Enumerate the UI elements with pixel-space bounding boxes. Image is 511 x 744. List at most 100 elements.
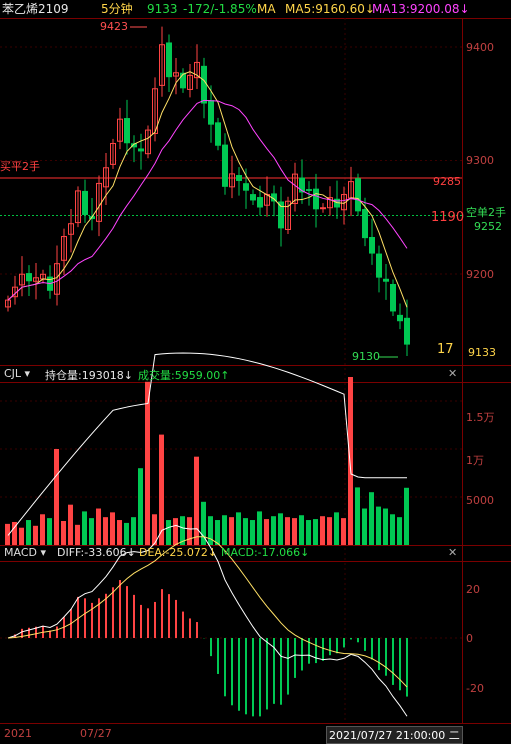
volume-bar (362, 508, 367, 545)
ma5-line (7, 71, 408, 308)
volume-bar (138, 468, 143, 545)
candle-body (229, 173, 235, 188)
volume-bar (19, 527, 24, 545)
volume-value: 成交量:5959.00↑ (138, 369, 230, 382)
period-selector[interactable]: 5分钟 (101, 2, 133, 16)
diff-line (7, 524, 408, 717)
candle-body (390, 283, 396, 312)
candle-body (61, 236, 67, 261)
volume-bar (145, 381, 150, 545)
volume-bar (12, 521, 17, 545)
volume-bar (110, 512, 115, 545)
count-label: 17 (437, 342, 454, 357)
candle-body (173, 72, 179, 77)
footer-date: 07/27 (80, 727, 112, 740)
close-icon[interactable]: ✕ (448, 367, 458, 380)
buy-close-order-label[interactable]: 买平2手 (0, 160, 40, 173)
volume-bar (257, 511, 262, 545)
volume-bar (222, 515, 227, 545)
macd-indicator-selector[interactable]: MACD ▾ (4, 546, 46, 559)
volume-bar (159, 434, 164, 545)
macd-axis-label: 20 (466, 583, 480, 596)
candle-body (278, 201, 284, 229)
last-price: 9133 (147, 2, 178, 16)
volume-bar (180, 516, 185, 545)
volume-indicator-selector[interactable]: CJL ▾ (4, 367, 30, 380)
candle-body (208, 100, 214, 125)
volume-axis-label: 1.5万 (466, 411, 495, 424)
volume-bar (271, 516, 276, 545)
candle-body (250, 194, 256, 201)
macd-indicator-name: MACD (4, 546, 37, 559)
candle-body (187, 74, 193, 90)
volume-bar (236, 512, 241, 545)
candle-body (313, 188, 319, 210)
volume-bar (47, 518, 52, 545)
volume-bar (40, 514, 45, 545)
volume-bar (82, 511, 87, 545)
order-line-red-value: 1190 (431, 210, 465, 225)
sell-open-order-label[interactable]: 空单2手 (466, 206, 506, 219)
candle-body (285, 200, 291, 231)
volume-bar (355, 487, 360, 545)
volume-bar (278, 513, 283, 545)
candle-body (271, 193, 277, 202)
volume-indicator-name: CJL (4, 367, 22, 380)
candle-body (320, 207, 326, 210)
candle-body (397, 314, 403, 322)
volume-bar (208, 516, 213, 545)
candle-body (215, 122, 221, 146)
candle-body (257, 197, 263, 208)
volume-bar (187, 517, 192, 545)
volume-bar (68, 504, 73, 545)
symbol-name[interactable]: 苯乙烯2109 (2, 2, 69, 16)
price-axis-label: 9400 (466, 41, 494, 54)
cursor-datetime: 2021/07/27 21:00:00 二 (326, 726, 463, 744)
volume-bar (173, 518, 178, 545)
candle-body (201, 65, 207, 104)
current-price-label: 9133 (468, 346, 496, 359)
volume-bar (285, 517, 290, 545)
candle-body (243, 183, 249, 191)
candle-body (222, 144, 228, 187)
open-interest-line (7, 352, 407, 536)
volume-bar (404, 487, 409, 545)
candle-body (68, 223, 74, 235)
volume-bar (61, 521, 66, 545)
candle-body (103, 167, 109, 188)
volume-bar (320, 516, 325, 545)
volume-bar (243, 518, 248, 545)
chevron-down-icon: ▾ (21, 367, 31, 380)
volume-bar (152, 514, 157, 545)
volume-bar (89, 518, 94, 545)
volume-bar (131, 517, 136, 545)
volume-bar (390, 514, 395, 545)
candle-body (299, 177, 305, 193)
close-icon[interactable]: ✕ (448, 546, 458, 559)
candle-body (131, 143, 137, 148)
macd-value: MACD:-17.066↓ (221, 546, 310, 559)
candle-body (117, 118, 123, 142)
candle-body (341, 194, 347, 211)
footer-year: 2021 (4, 727, 32, 740)
ma5-value: MA5:9160.60↓ (285, 2, 375, 16)
candle-body (306, 189, 312, 191)
volume-bar (327, 517, 332, 545)
low-price-label: 9130 (352, 350, 380, 363)
sell-open-price: 9252 (474, 220, 502, 233)
open-interest-value: 持仓量:193018↓ (45, 369, 133, 382)
candle-body (110, 142, 116, 165)
ma-selector[interactable]: MA (257, 2, 276, 16)
chevron-down-icon: ▾ (36, 546, 47, 559)
volume-bar (306, 520, 311, 545)
candle-body (82, 190, 88, 215)
candle-body (327, 197, 333, 209)
volume-bar (5, 523, 10, 545)
quote-header: 苯乙烯2109 5分钟 9133 -172/-1.85% MA MA5:9160… (0, 0, 511, 18)
volume-bar (348, 377, 353, 545)
volume-bar (103, 517, 108, 545)
volume-bar (194, 456, 199, 545)
order-line-price: 9285 (433, 175, 461, 188)
volume-bar (33, 525, 38, 545)
